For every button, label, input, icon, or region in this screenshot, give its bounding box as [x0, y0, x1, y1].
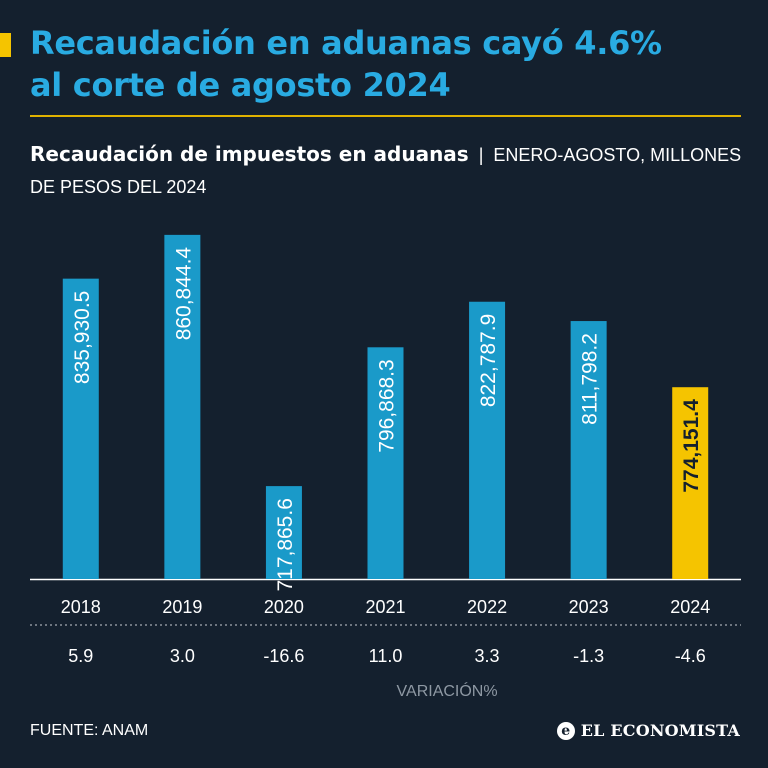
headline-divider	[30, 115, 741, 117]
bar-value-label-2018: 835,930.5	[71, 291, 94, 384]
x-tick-label-2022: 2022	[467, 597, 507, 617]
bar-value-label-2019: 860,844.4	[172, 247, 195, 341]
bar-2020	[265, 486, 302, 579]
bar-value-label-2021: 796,868.3	[376, 359, 399, 452]
chart-subtitle: Recaudación de impuestos en aduanas | ENER…	[30, 138, 750, 203]
logo-text: EL ECONOMISTA	[580, 721, 740, 740]
variation-value-2022: 3.3	[475, 646, 500, 666]
bar-2024	[672, 387, 709, 579]
bar-2018	[62, 278, 99, 579]
variation-value-2018: 5.9	[68, 646, 93, 666]
publisher-logo: e EL ECONOMISTA	[556, 721, 740, 740]
bar-2023	[570, 321, 607, 579]
headline-line-2: al corte de agosto 2024	[30, 66, 451, 104]
variation-value-2024: -4.6	[675, 646, 706, 666]
variation-value-2020: -16.6	[263, 646, 304, 666]
variation-value-2023: -1.3	[573, 646, 604, 666]
x-tick-label-2024: 2024	[670, 597, 710, 617]
variation-value-2019: 3.0	[170, 646, 195, 666]
x-tick-label-2020: 2020	[264, 597, 304, 617]
bar-2021	[367, 347, 404, 579]
headline-line-1: Recaudación en aduanas cayó 4.6%	[30, 24, 662, 62]
bar-chart: 835,930.5 2018 5.9 860,844.4 2019 3.0 717,865.…	[30, 234, 741, 700]
chart-units: ENERO-AGOSTO, MILLONES DE PESOS DEL 2024	[30, 145, 742, 197]
bar-value-label-2020: 717,865.6	[274, 498, 297, 591]
bar-value-label-2024: 774,151.4	[680, 399, 703, 493]
variation-value-2021: 11.0	[369, 646, 403, 666]
bar-value-label-2022: 822,787.9	[477, 314, 500, 407]
headline: Recaudación en aduanas cayó 4.6% al cort…	[30, 22, 662, 106]
x-tick-label-2019: 2019	[162, 597, 202, 617]
bar-2022	[469, 301, 506, 579]
bar-value-label-2023: 811,798.2	[579, 333, 602, 425]
source-note: FUENTE: ANAM	[30, 722, 149, 739]
e-logo-icon: e	[556, 721, 575, 740]
x-tick-label-2023: 2023	[569, 597, 609, 617]
accent-mark	[0, 33, 11, 57]
subtitle-separator: |	[478, 145, 484, 165]
bar-2019	[164, 234, 201, 579]
x-tick-label-2018: 2018	[61, 597, 101, 617]
x-tick-label-2021: 2021	[365, 597, 405, 617]
chart-title: Recaudación de impuestos en aduanas	[30, 142, 469, 166]
variation-label: VARIACIÓN%	[397, 681, 498, 700]
